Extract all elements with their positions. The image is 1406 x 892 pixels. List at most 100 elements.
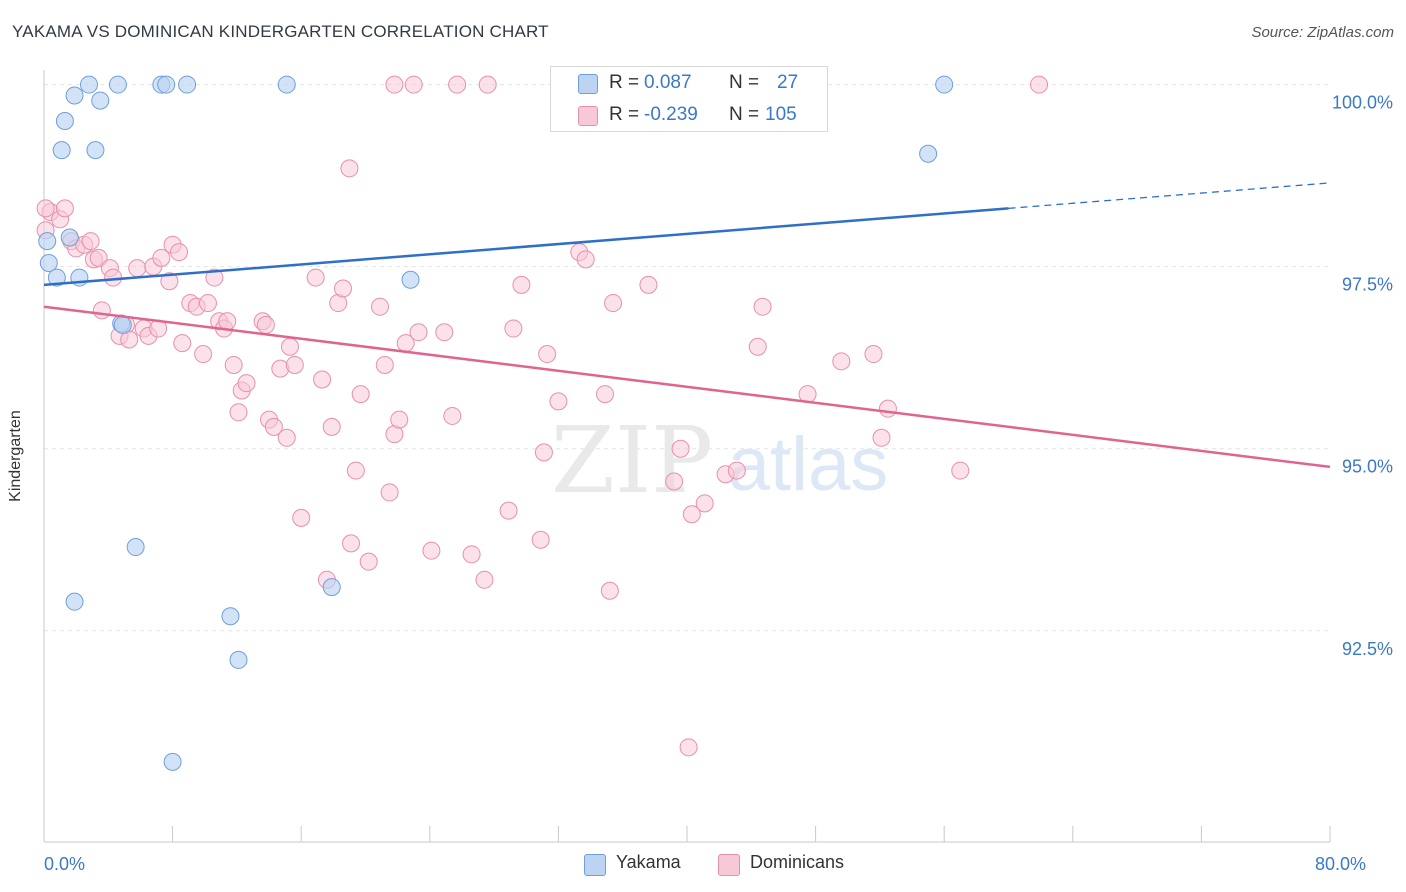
yakama-point [935,75,954,94]
dominicans-point [534,443,553,462]
stats-legend: R = 0.087 N = 27 R = -0.239 N = 105 [550,66,828,132]
dominicans-point [872,428,891,447]
dominicans-point [205,268,224,287]
dominicans-point [404,75,423,94]
yakama-swatch [584,854,606,876]
dominicans-point [478,75,497,94]
dominicans-point [443,406,462,425]
stats-row-dominicans: R = -0.239 N = 105 [551,99,827,131]
x-tick-label: 0.0% [44,854,85,874]
yakama-point [113,315,132,334]
dominicans-point [380,483,399,502]
x-tick-label: 80.0% [1315,854,1366,874]
dominicans-point [531,530,550,549]
dominicans-point [878,399,897,418]
dominicans-point [229,403,248,422]
yakama-point [277,75,296,94]
dominicans-point [160,272,179,291]
dominicans-point [170,243,189,262]
dominicans-point [727,461,746,480]
dominicans-point [313,370,332,389]
watermark-atlas: atlas [728,422,889,507]
dominicans-point [340,159,359,178]
yakama-point [178,75,197,94]
watermark: ZIP atlas [551,407,888,514]
tick-labels: 100.0% 97.5% 95.0% 92.5% 0.0% 80.0% [44,93,1393,874]
dominicans-point [864,345,883,364]
yakama-point [52,141,71,160]
yakama-point [91,91,110,110]
yakama-point [47,268,66,287]
dominicans-point [462,545,481,564]
yakama-point [55,111,74,130]
dominicans-point [277,428,296,447]
dominicans-point [237,374,256,393]
dominicans-point [665,472,684,491]
dominicans-point [512,275,531,294]
dominicans-point [639,275,658,294]
dominicans-point [152,248,171,267]
yakama-point [322,578,341,597]
yakama-point [38,232,57,251]
r-label: R = [609,72,640,93]
dominicans-point [435,323,454,342]
legend-label: Dominicans [750,852,845,872]
dominicans-point [604,294,623,313]
dominicans-point [390,410,409,429]
dominicans-point [682,505,701,524]
yakama-point [126,538,145,557]
dominicans-swatch [718,854,740,876]
yakama-point [86,141,105,160]
dominicans-point [81,232,100,251]
r-value: -0.239 [644,104,698,125]
dominicans-point [89,248,108,267]
dominicans-point [600,581,619,600]
yakama-point [60,228,79,247]
y-tick-label: 97.5% [1342,275,1393,295]
dominicans-point [753,297,772,316]
series-dominicans [36,75,1049,757]
dominicans-point [36,199,55,218]
dominicans-swatch [578,106,598,126]
dominicans-trend-line [43,305,1331,469]
yakama-trend-line [43,207,1009,287]
dominicans-point [370,297,389,316]
yakama-point [229,650,248,669]
yakama-point [108,75,127,94]
source-credit: Source: ZipAtlas.com [1251,24,1394,41]
stats-row-yakama: R = 0.087 N = 27 [551,67,827,99]
dominicans-point [385,75,404,94]
y-tick-label: 100.0% [1332,93,1393,113]
n-value: 105 [765,104,797,125]
yakama-point [65,86,84,105]
trend-lines [43,182,1331,469]
n-label: N = [729,72,760,93]
dominicans-point [55,199,74,218]
yakama-point [401,270,420,289]
dominicans-point [306,268,325,287]
y-tick-label: 95.0% [1342,457,1393,477]
yakama-point [221,607,240,626]
dominicans-point [128,259,147,278]
dominicans-point [422,541,441,560]
dominicans-point [104,268,123,287]
dominicans-point [549,392,568,411]
dominicans-point [504,319,523,338]
dominicans-point [292,508,311,527]
dominicans-point [475,570,494,589]
dominicans-point [198,294,217,313]
n-value: 27 [777,72,799,93]
y-tick-label: 92.5% [1342,639,1393,659]
yakama-point [65,592,84,611]
yakama-point [39,254,58,272]
dominicans-point [322,417,341,436]
series-yakama [38,75,954,771]
yakama-point [157,75,176,94]
yakama-swatch [578,74,598,94]
dominicans-point [679,738,698,757]
dominicans-point [194,345,213,364]
dominicans-point [173,334,192,353]
axes [43,70,1331,843]
yakama-point [163,752,182,771]
